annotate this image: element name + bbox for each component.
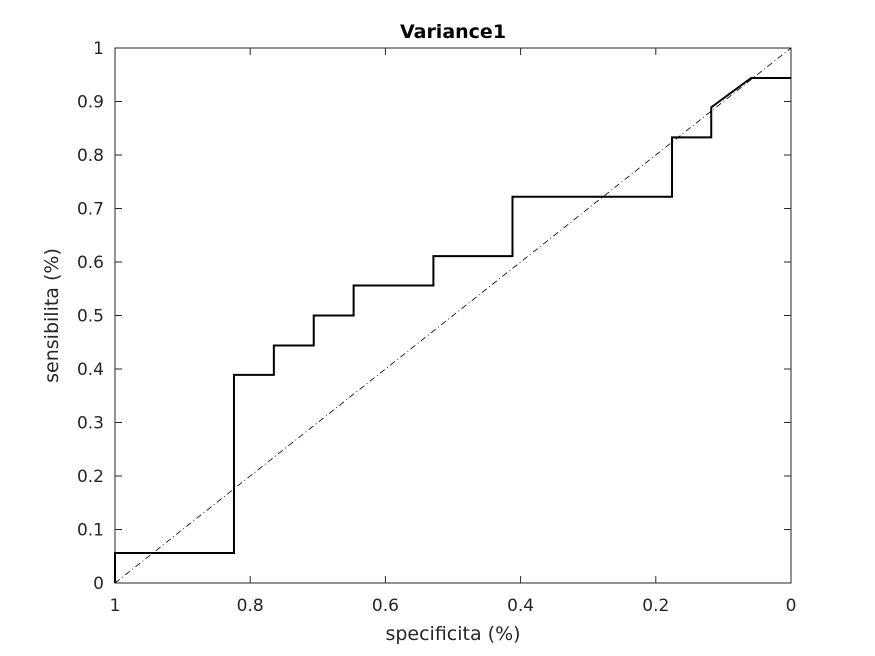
y-tick-label: 0.7 — [77, 200, 104, 220]
y-tick-label: 0 — [93, 574, 104, 594]
x-tick-label: 0.6 — [372, 596, 399, 616]
x-axis-label: specificita (%) — [385, 623, 520, 645]
x-tick-label: 0.2 — [642, 596, 669, 616]
diagonal-reference-line — [114, 47, 792, 584]
y-tick-label: 0.3 — [77, 414, 104, 434]
roc-curve-line — [114, 76, 791, 583]
y-tick-label: 0.6 — [77, 253, 104, 273]
y-tick-label: 0.2 — [77, 467, 104, 487]
plot-area: 1 0.8 0.6 0.4 0.2 0 0 0.1 0.2 0.3 0.4 0.5 0.6 0.7 0.8 0… — [77, 39, 796, 616]
y-axis-label: sensibilita (%) — [41, 248, 63, 383]
y-tick-label: 1 — [93, 39, 104, 59]
chart-title: Variance1 — [400, 21, 506, 43]
x-tick-label: 0 — [786, 596, 797, 616]
y-tick-label: 0.8 — [77, 146, 104, 166]
y-tick-label: 0.9 — [77, 93, 104, 113]
x-tick-label: 0.8 — [237, 596, 264, 616]
x-tick-label: 1 — [110, 596, 121, 616]
y-tick-label: 0.1 — [77, 521, 104, 541]
y-tick-label: 0.4 — [77, 360, 104, 380]
x-tick-label: 0.4 — [507, 596, 534, 616]
y-tick-label: 0.5 — [77, 307, 104, 327]
